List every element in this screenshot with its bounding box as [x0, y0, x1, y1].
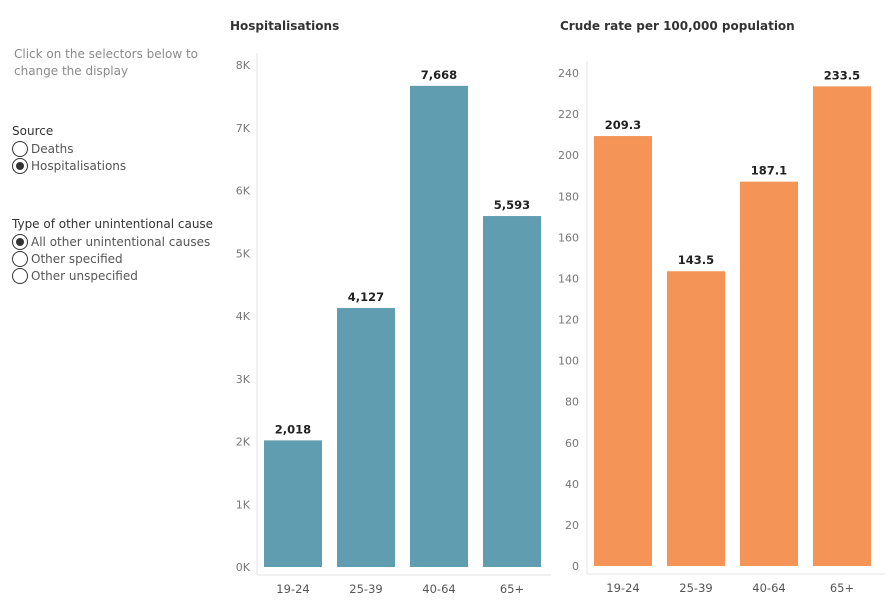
hospitalisations-chart: 0K 1K 2K 3K 4K 5K 6K 7K 8K 2,018 19-24 4,127 25-39 7,… [236, 53, 551, 596]
crude-rate-y-tick-label: 20 [565, 519, 579, 532]
cause-selector-title: Type of other unintentional cause [12, 217, 214, 231]
radio-all-other[interactable] [12, 233, 28, 250]
crude-rate-category-label: 25-39 [679, 581, 712, 595]
source-option-label: Deaths [31, 141, 74, 156]
crude-rate-y-tick-label: 80 [565, 396, 579, 409]
crude-rate-y-tick-label: 140 [558, 272, 579, 285]
cause-option-label: Other specified [31, 251, 123, 266]
hospitalisations-y-tick-label: 6K [236, 185, 251, 198]
hospitalisations-y-tick-label: 3K [236, 373, 251, 386]
cause-option-all[interactable]: All other unintentional causes [12, 233, 210, 250]
crude-rate-y-tick-label: 220 [558, 108, 579, 121]
instructions-text: Click on the selectors below to change t… [14, 47, 199, 78]
hospitalisations-value-label: 5,593 [494, 198, 530, 212]
cause-option-label: All other unintentional causes [31, 234, 211, 249]
hospitalisations-value-label: 4,127 [348, 290, 384, 304]
crude-rate-value-label: 233.5 [824, 68, 860, 82]
crude-rate-y-tick-label: 180 [558, 190, 579, 203]
rate-chart-title: Crude rate per 100,000 population [560, 19, 795, 33]
source-option-label: Hospitalisations [31, 158, 127, 173]
hospitalisations-y-tick-label: 8K [236, 59, 251, 72]
hospitalisations-bar-40-64 [410, 85, 468, 567]
hospitalisations-y-tick-label: 7K [236, 122, 251, 135]
crude-rate-bar-25-39 [667, 271, 725, 566]
filter-panel: Click on the selectors below to change t… [0, 0, 215, 600]
crude-rate-bar-19-24 [594, 136, 652, 566]
source-option-deaths[interactable]: Deaths [12, 140, 74, 157]
crude-rate-y-tick-label: 120 [558, 314, 579, 327]
radio-deaths[interactable] [12, 140, 28, 157]
hospitalisations-y-tick-label: 4K [236, 310, 251, 323]
cause-option-unspecified[interactable]: Other unspecified [12, 267, 138, 284]
hospitalisations-y-tick-label: 2K [236, 436, 251, 449]
crude-rate-y-tick-label: 200 [558, 149, 579, 162]
cause-option-specified[interactable]: Other specified [12, 250, 123, 267]
crude-rate-y-tick-label: 0 [572, 560, 579, 573]
crude-rate-y-tick-label: 240 [558, 67, 579, 80]
hospitalisations-chart-title: Hospitalisations [230, 19, 340, 33]
hospitalisations-category-label: 25-39 [349, 582, 382, 596]
hospitalisations-bar-19-24 [264, 440, 322, 567]
hospitalisations-category-label: 40-64 [422, 582, 455, 596]
hospitalisations-y-tick-label: 0K [236, 561, 251, 574]
crude-rate-y-tick-label: 100 [558, 355, 579, 368]
hospitalisations-category-label: 65+ [500, 582, 524, 596]
crude-rate-category-label: 40-64 [752, 581, 785, 595]
radio-other-unspecified[interactable] [12, 267, 28, 284]
crude-rate-value-label: 209.3 [605, 118, 641, 132]
hospitalisations-category-label: 19-24 [276, 582, 309, 596]
hospitalisations-value-label: 7,668 [421, 68, 457, 82]
radio-hospitalisations[interactable] [12, 157, 28, 174]
crude-rate-y-tick-label: 40 [565, 478, 579, 491]
radio-other-specified[interactable] [12, 250, 28, 267]
crude-rate-chart: 0 20 40 60 80 100 120 140 160 180 200 220 240 209.3 19… [558, 61, 885, 595]
crude-rate-category-label: 19-24 [606, 581, 639, 595]
crude-rate-bar-65+ [813, 86, 871, 566]
source-selector-title: Source [12, 124, 54, 138]
crude-rate-category-label: 65+ [830, 581, 854, 595]
crude-rate-value-label: 143.5 [678, 253, 714, 267]
source-option-hospitalisations[interactable]: Hospitalisations [12, 157, 126, 174]
hospitalisations-value-label: 2,018 [275, 422, 311, 436]
crude-rate-value-label: 187.1 [751, 164, 787, 178]
crude-rate-y-tick-label: 60 [565, 437, 579, 450]
crude-rate-bar-40-64 [740, 181, 798, 567]
hospitalisations-y-tick-label: 5K [236, 247, 251, 260]
crude-rate-y-tick-label: 160 [558, 231, 579, 244]
hospitalisations-bar-25-39 [337, 308, 395, 567]
hospitalisations-bar-65+ [483, 216, 541, 567]
cause-option-label: Other unspecified [31, 268, 138, 283]
hospitalisations-y-tick-label: 1K [236, 498, 251, 511]
